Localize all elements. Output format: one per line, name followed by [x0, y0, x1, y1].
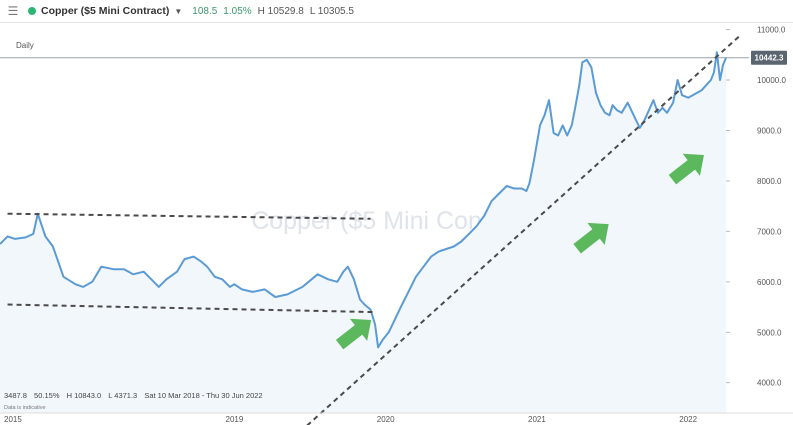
data-footnote: Data is indicative	[4, 405, 46, 411]
stats-range: Sat 10 Mar 2018 - Thu 30 Jun 2022	[144, 391, 262, 400]
y-tick-label: 11000.0	[757, 26, 786, 35]
up-arrow-icon	[668, 153, 704, 185]
interval-label: Daily	[16, 41, 34, 50]
uptrend-line	[306, 33, 742, 425]
support-line	[7, 303, 376, 314]
y-tick-label: 7000.0	[757, 227, 782, 236]
stats-low: L 4371.3	[108, 391, 137, 400]
svg-text:3487.8 50.15% H 10: 3487.8 50.15% H 10843.0 L 4371.3 Sat 10 …	[4, 391, 263, 400]
x-tick-label: 2019	[226, 415, 244, 424]
chart-header: ☰ Copper ($5 Mini Contract) ▼ 108.5 1.05…	[0, 0, 793, 23]
stats-value: 3487.8	[4, 391, 27, 400]
price-change-percent: 1.05%	[223, 5, 252, 17]
up-arrow-icon	[335, 318, 372, 350]
stats-pct: 50.15%	[34, 391, 60, 400]
y-tick-label: 6000.0	[757, 278, 782, 287]
symbol-name[interactable]: Copper ($5 Mini Contract)	[41, 5, 170, 17]
price-change: 108.5	[192, 5, 218, 17]
current-price-badge	[751, 50, 787, 65]
x-tick-label: 2015	[4, 415, 22, 424]
y-tick-label: 5000.0	[757, 328, 782, 337]
selection-stats: 3487.8 50.15% H 10843.0 L 4371.3 Sat 10 …	[4, 391, 263, 411]
day-low: L 10305.5	[309, 5, 354, 17]
price-chart[interactable]: Daily Copper ($5 Mini Contract) 11000.01…	[0, 22, 793, 425]
y-tick-label: 10000.0	[757, 76, 786, 85]
resistance-line	[7, 212, 371, 220]
stats-high: H 10843.0	[67, 391, 102, 400]
price-line[interactable]	[0, 51, 727, 349]
price-area	[0, 52, 726, 414]
x-tick-label: 2020	[377, 415, 395, 424]
current-price-label: 10442.3	[755, 54, 784, 63]
day-high: H 10529.8	[257, 5, 304, 17]
hamburger-menu-icon[interactable]: ☰	[7, 4, 19, 18]
x-tick-label: 2021	[528, 415, 546, 424]
x-tick-label: 2022	[679, 415, 697, 424]
chevron-down-icon[interactable]: ▼	[174, 6, 183, 16]
y-tick-label: 4000.0	[757, 379, 782, 388]
market-status-icon	[28, 7, 36, 15]
y-tick-label: 8000.0	[757, 177, 782, 186]
up-arrow-icon	[573, 222, 609, 254]
y-tick-label: 9000.0	[757, 126, 782, 135]
